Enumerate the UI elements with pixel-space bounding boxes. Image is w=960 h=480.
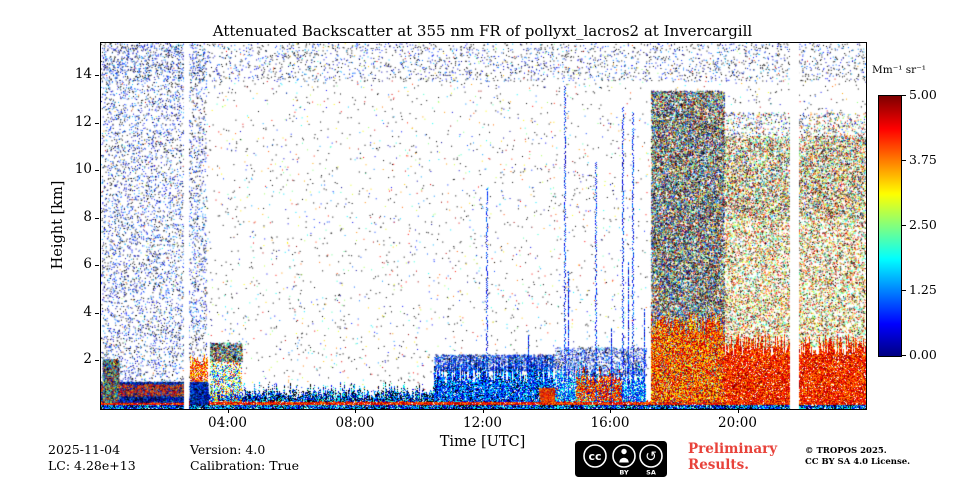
y-tick-mark <box>95 170 99 172</box>
x-tick-label: 04:00 <box>208 415 247 431</box>
lidar-constant-label: LC: 4.28e+13 <box>48 458 136 473</box>
colorbar-tick-label: 2.50 <box>909 217 937 232</box>
colorbar-unit-label: Mm⁻¹ sr⁻¹ <box>872 64 926 76</box>
y-tick-label: 2 <box>83 351 92 368</box>
copyright-line2: CC BY SA 4.0 License. <box>805 457 911 467</box>
y-tick-mark <box>95 75 99 77</box>
y-tick-mark <box>95 265 99 267</box>
badge-by-label: BY <box>619 469 629 477</box>
badge-sa-label: SA <box>646 469 656 477</box>
colorbar-tick-mark <box>902 290 906 291</box>
colorbar-tick-label: 1.25 <box>909 282 937 297</box>
y-tick-label: 14 <box>74 66 92 83</box>
colorbar-tick-label: 3.75 <box>909 152 937 167</box>
colorbar-tick-label: 0.00 <box>909 347 937 362</box>
preliminary-line2: Results. <box>688 457 749 473</box>
x-tick-mark <box>737 409 739 413</box>
x-tick-mark <box>355 409 356 413</box>
svg-text:↺: ↺ <box>645 449 657 465</box>
cc-license-badge: cc ↺ BY SA <box>575 441 667 477</box>
svg-text:cc: cc <box>588 450 601 463</box>
x-tick-mark <box>610 409 611 413</box>
cc-logo-icon: cc <box>583 444 607 468</box>
colorbar-tick-mark <box>902 160 906 161</box>
x-tick-mark <box>227 409 229 413</box>
y-tick-label: 8 <box>83 208 92 225</box>
y-tick-label: 6 <box>83 256 92 273</box>
x-tick-mark <box>482 409 484 413</box>
x-tick-label: 08:00 <box>335 415 375 431</box>
copyright-line1: © TROPOS 2025. <box>805 446 887 456</box>
measurement-date-label: 2025-11-04 <box>48 442 121 457</box>
chart-title: Attenuated Backscatter at 355 nm FR of p… <box>212 22 753 40</box>
y-tick-mark <box>95 122 99 124</box>
y-tick-label: 10 <box>74 161 92 178</box>
y-tick-mark <box>95 360 99 362</box>
preliminary-line1: Preliminary <box>688 441 778 457</box>
colorbar-tick-mark <box>902 95 906 96</box>
x-axis-label: Time [UTC] <box>439 434 526 450</box>
version-label: Version: 4.0 <box>190 442 266 457</box>
colorbar-tick-mark <box>902 225 906 226</box>
y-tick-label: 12 <box>74 113 92 130</box>
x-tick-label: 16:00 <box>590 415 630 431</box>
colorbar-tick-label: 5.00 <box>909 87 937 102</box>
preliminary-results-note: Preliminary Results. <box>688 441 777 473</box>
calibration-label: Calibration: True <box>190 458 299 473</box>
sa-arrow-icon: ↺ <box>639 444 663 468</box>
colorbar-tick-mark <box>902 355 906 356</box>
x-tick-label: 12:00 <box>463 415 502 431</box>
colorbar-canvas <box>878 95 902 357</box>
plot-area <box>100 42 867 410</box>
x-tick-label: 20:00 <box>718 415 757 431</box>
y-tick-mark <box>95 312 99 314</box>
y-tick-label: 4 <box>83 303 92 320</box>
heatmap-canvas <box>101 43 866 409</box>
y-tick-mark <box>95 217 99 219</box>
by-person-icon <box>612 444 636 468</box>
copyright-note: © TROPOS 2025. CC BY SA 4.0 License. <box>805 446 910 468</box>
